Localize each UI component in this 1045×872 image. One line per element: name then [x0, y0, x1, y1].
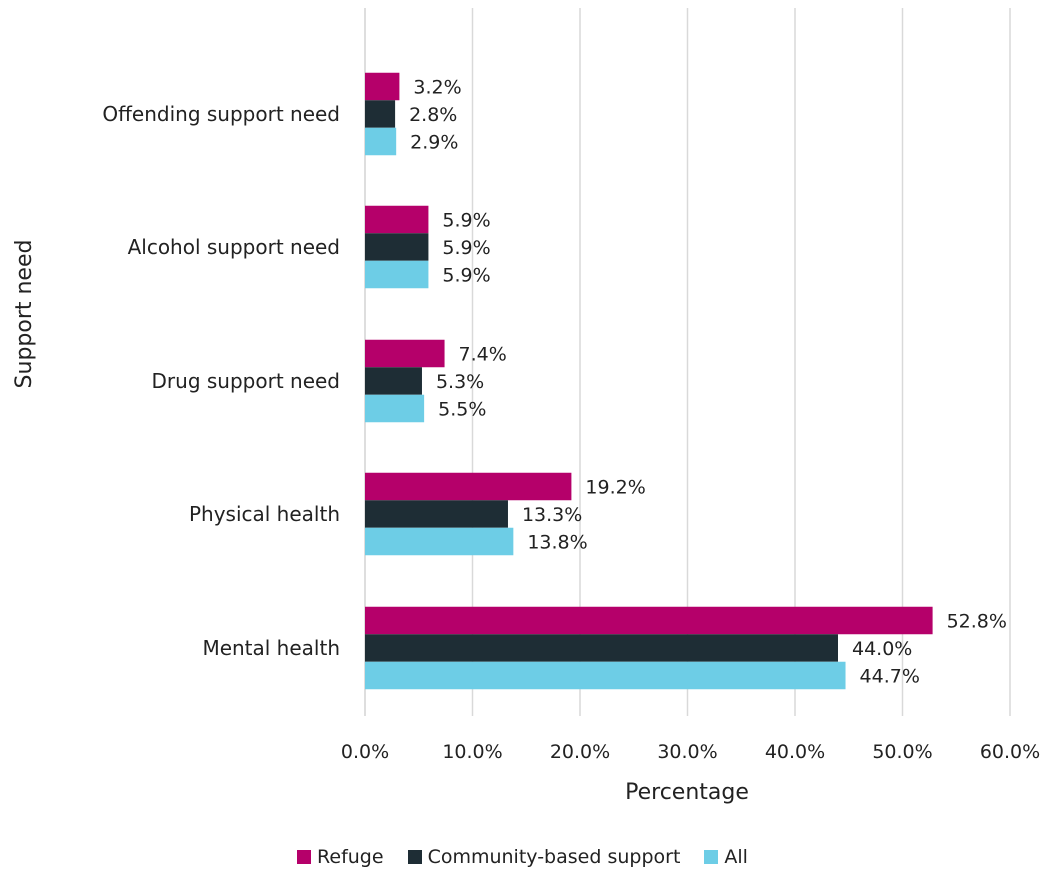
legend-swatch [704, 850, 719, 864]
data-label: 52.8% [947, 611, 1007, 633]
data-label: 3.2% [413, 77, 461, 99]
bar [365, 205, 429, 234]
bar [365, 127, 397, 156]
category-label: Mental health [202, 636, 340, 660]
x-axis-label: Percentage [625, 780, 749, 805]
data-label: 5.9% [442, 265, 490, 287]
bar [365, 500, 508, 528]
bar [365, 233, 429, 261]
legend-label: Community-based support [427, 846, 681, 868]
bar [365, 634, 838, 662]
bar [365, 661, 846, 690]
legend-label: Refuge [317, 846, 384, 868]
data-label: 5.9% [442, 210, 490, 232]
data-label: 19.2% [585, 477, 645, 499]
data-label: 7.4% [459, 344, 507, 366]
legend-item: Community-based support [407, 846, 681, 868]
x-tick-label: 0.0% [341, 741, 389, 763]
x-tick-label: 10.0% [442, 741, 502, 763]
bars: 3.2% 2.8% 2.9% 5.9% 5.9% 5.9% 7.4% 5.3% 5.5% 19.2… [365, 72, 1007, 690]
bar [365, 606, 933, 635]
bar [365, 527, 514, 556]
bar [365, 72, 400, 101]
category-labels: Offending support need Alcohol support ne… [102, 102, 340, 660]
data-label: 44.7% [860, 666, 920, 688]
x-tick-label: 60.0% [980, 741, 1040, 763]
legend: Refuge Community-based support All [0, 846, 1045, 868]
legend-item: All [704, 846, 748, 868]
data-label: 5.3% [436, 371, 484, 393]
legend-swatch [297, 850, 312, 864]
bar [365, 472, 572, 501]
x-tick-label: 40.0% [765, 741, 825, 763]
gridlines [364, 8, 1011, 716]
bar [365, 394, 425, 423]
category-label: Offending support need [102, 102, 340, 126]
legend-label: All [724, 846, 748, 868]
category-label: Drug support need [152, 369, 340, 393]
x-tick-label: 20.0% [550, 741, 610, 763]
data-label: 2.9% [410, 132, 458, 154]
category-label: Physical health [189, 502, 340, 526]
x-tick-labels: 0.0% 10.0% 20.0% 30.0% 40.0% 50.0% 60.0% [341, 741, 1040, 763]
data-label: 44.0% [852, 638, 912, 660]
bar [365, 339, 445, 368]
legend-item: Refuge [297, 846, 384, 868]
data-label: 13.8% [527, 532, 587, 554]
bar [365, 100, 396, 128]
bar [365, 260, 429, 289]
category-label: Alcohol support need [128, 235, 340, 259]
data-label: 5.9% [442, 237, 490, 259]
x-tick-label: 50.0% [872, 741, 932, 763]
data-label: 5.5% [438, 399, 486, 421]
bar [365, 367, 422, 395]
data-label: 13.3% [522, 504, 582, 526]
legend-swatch [407, 850, 422, 864]
y-axis-label: Support need [12, 240, 37, 389]
x-tick-label: 30.0% [657, 741, 717, 763]
data-label: 2.8% [409, 104, 457, 126]
